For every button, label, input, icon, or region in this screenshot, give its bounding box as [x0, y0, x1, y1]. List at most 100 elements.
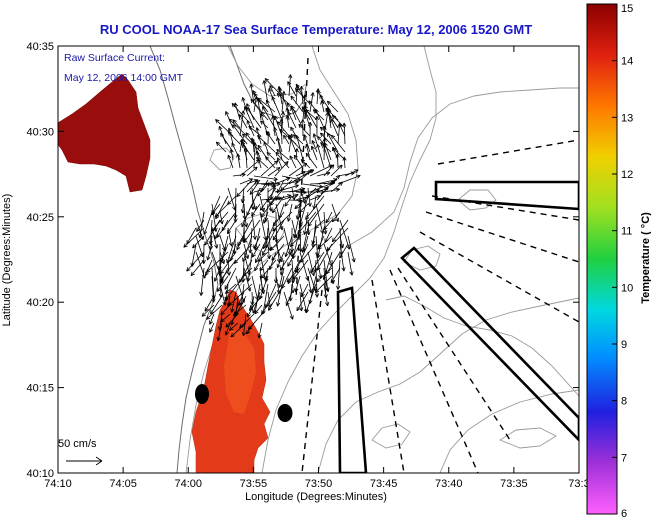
current-vector: [266, 151, 276, 161]
current-vector: [215, 141, 227, 153]
current-vector: [325, 211, 333, 224]
current-vector: [307, 187, 312, 207]
coastline: [149, 46, 219, 473]
current-vector: [231, 102, 248, 121]
current-vector: [246, 103, 255, 121]
current-vector: [201, 304, 215, 317]
current-vector: [220, 132, 234, 153]
current-vector: [256, 157, 269, 169]
colorbar-tick-label: 9: [621, 339, 627, 351]
current-vector: [291, 187, 296, 201]
current-vector: [209, 313, 215, 325]
y-tick-label: 40:20: [26, 297, 54, 309]
current-vector: [332, 219, 349, 243]
current-vector: [310, 251, 325, 274]
current-vector: [295, 135, 304, 161]
current-vector: [305, 195, 325, 220]
y-axis: 40:10 40:15 40:20 40:25 40:30 40:35: [26, 41, 579, 480]
current-vector: [267, 167, 281, 177]
current-vector: [323, 142, 332, 161]
current-vector: [281, 91, 286, 113]
current-vector: [311, 140, 318, 153]
current-vector: [246, 179, 259, 193]
current-vector: [198, 211, 205, 238]
current-vector: [253, 235, 261, 249]
current-vector: [320, 100, 325, 113]
current-vector: [238, 259, 253, 283]
y-tick-label: 40:35: [26, 41, 54, 53]
current-vector: [271, 96, 283, 121]
current-vector: [230, 322, 247, 338]
current-vector: [314, 219, 325, 229]
current-vector: [300, 159, 311, 169]
current-vector: [232, 304, 247, 316]
current-vector: [312, 133, 318, 145]
current-vector: [227, 127, 234, 145]
current-vector: [288, 163, 308, 177]
current-vector: [297, 211, 317, 235]
current-vector: [210, 295, 223, 315]
current-vector: [264, 78, 283, 97]
current-vector: [236, 153, 241, 169]
current-vector: [216, 211, 237, 238]
current-vector: [293, 154, 304, 169]
current-vector: [293, 259, 309, 280]
current-vector: [330, 118, 339, 137]
current-vector: [316, 144, 325, 169]
current-vector: [216, 322, 223, 342]
current-vector: [216, 275, 229, 292]
current-vector: [276, 149, 290, 161]
current-vector: [336, 259, 341, 290]
current-vector: [251, 203, 261, 217]
current-vector: [260, 182, 270, 193]
current-vector: [276, 157, 283, 169]
current-vector: [211, 211, 229, 232]
current-vector: [266, 243, 272, 260]
current-vector: [247, 313, 263, 331]
current-vector: [260, 259, 277, 279]
current-vector: [277, 121, 290, 137]
current-vector: [213, 267, 221, 282]
colorbar-tick-label: 14: [621, 56, 633, 68]
current-vector: [294, 187, 317, 210]
current-vector: [331, 203, 340, 223]
current-vector: [246, 251, 253, 282]
current-vector: [199, 267, 205, 296]
x-tick-label: 73:3: [568, 478, 589, 490]
current-vector: [219, 259, 237, 282]
current-vector: [294, 275, 301, 293]
scale-label: 50 cm/s: [58, 438, 97, 450]
current-vector: [239, 313, 255, 329]
current-vector: [259, 187, 277, 211]
current-vector: [272, 211, 293, 232]
current-vector: [242, 133, 262, 153]
current-vector: [276, 251, 285, 269]
colorbar-tick-label: 12: [621, 169, 633, 181]
current-vector: [228, 118, 248, 137]
current-vector: [290, 126, 297, 137]
current-vector: [320, 142, 332, 153]
current-vector: [214, 203, 229, 218]
current-vector: [316, 186, 329, 201]
current-vector: [295, 171, 306, 177]
current-vector: [227, 131, 241, 145]
x-axis: 74:10 74:05 74:00 73:55 73:50 73:45 73:40 73:35…: [44, 46, 590, 490]
current-vector: [269, 85, 276, 97]
current-vector: [236, 235, 245, 251]
current-vector: [283, 291, 294, 320]
current-vector: [303, 105, 318, 129]
current-vector: [262, 211, 269, 224]
x-tick-label: 73:45: [370, 478, 398, 490]
current-vector: [265, 130, 276, 145]
current-vector: [275, 136, 283, 161]
colorbar-tick-label: 13: [621, 112, 633, 124]
current-vector: [303, 134, 311, 153]
current-vector: [274, 184, 299, 193]
colorbar-tick-label: 8: [621, 396, 627, 408]
current-vector: [211, 203, 221, 216]
current-vector: [287, 243, 301, 267]
current-vector: [281, 193, 299, 201]
current-vector: [233, 243, 253, 264]
current-vector: [331, 134, 346, 153]
